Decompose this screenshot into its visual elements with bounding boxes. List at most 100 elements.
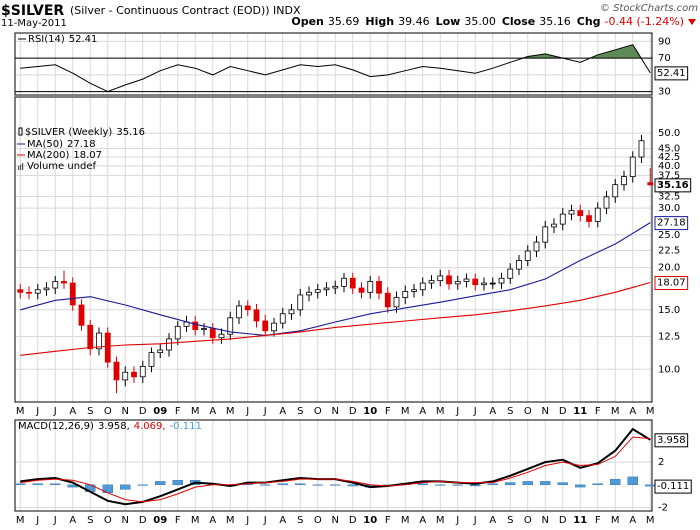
y-tick-label: 42.5: [658, 152, 680, 163]
y-tick-label: 70: [658, 53, 671, 64]
value-box: [654, 216, 689, 231]
x-tick-label: M: [436, 515, 445, 526]
candle-body: [367, 281, 374, 293]
candle-body: [498, 277, 505, 284]
y-tick-label: 22.5: [658, 245, 680, 256]
quote-label: Close: [502, 15, 535, 28]
y-tick-label: -2: [658, 503, 668, 514]
histogram-bar: [540, 481, 551, 486]
candle-body: [437, 275, 444, 282]
candle-body: [411, 289, 417, 292]
candle-body: [122, 371, 129, 381]
x-tick-label: J: [473, 406, 477, 417]
candle-body: [384, 292, 391, 308]
x-tick-label: N: [122, 515, 129, 526]
histogram-bar: [522, 481, 533, 486]
x-tick-label: A: [209, 515, 216, 526]
x-tick-label: F: [385, 515, 391, 526]
histogram-bar: [627, 476, 638, 486]
y-tick-label: 30: [658, 87, 671, 98]
x-tick-label: M: [16, 515, 25, 526]
candle-body: [78, 304, 85, 326]
x-tick-label: J: [455, 406, 459, 417]
x-tick-label: O: [104, 515, 112, 526]
x-tick-label: A: [419, 406, 426, 417]
x-tick-label: O: [524, 406, 532, 417]
candle-body: [454, 281, 461, 285]
candle-body: [533, 241, 540, 252]
histogram-bar: [260, 484, 271, 486]
x-tick-label: A: [209, 406, 216, 417]
x-tick-label: N: [542, 515, 549, 526]
candle-body: [568, 210, 575, 215]
x-tick-label: A: [419, 515, 426, 526]
candle-body: [218, 333, 225, 339]
x-tick-label: M: [646, 515, 655, 526]
candle-body: [314, 289, 321, 293]
x-tick-label: N: [332, 406, 339, 417]
candle-body: [288, 309, 295, 315]
candle-body: [131, 371, 137, 378]
x-tick-label: F: [175, 406, 181, 417]
y-tick-label: 15.0: [658, 305, 680, 316]
candle-body: [139, 365, 146, 378]
candle-body: [419, 282, 426, 291]
candle-body: [227, 317, 234, 335]
x-tick-label: M: [191, 406, 200, 417]
legend: MACD(12,26,9) 3.958, 4.069, -0.111: [18, 421, 202, 432]
histogram-bar: [487, 483, 498, 486]
value-box: [654, 178, 692, 193]
y-tick-label: 32.5: [658, 191, 680, 202]
histogram-bar: [575, 484, 586, 488]
x-tick-label: J: [473, 515, 477, 526]
copyright: © StockCharts.com: [600, 3, 698, 14]
x-tick-label: S: [297, 406, 303, 417]
candle-body: [472, 278, 479, 286]
x-tick-label: J: [245, 515, 249, 526]
legend: MA(200) 18.07: [27, 150, 102, 161]
x-tick-label: M: [16, 406, 25, 417]
x-tick-label: A: [629, 406, 636, 417]
histogram-bar: [610, 478, 621, 486]
candle-body: [629, 156, 636, 177]
candle-body: [262, 320, 269, 332]
candle-body: [271, 322, 277, 332]
x-tick-label: D: [559, 406, 567, 417]
candle-body: [174, 325, 181, 340]
legend: RSI(14) 52.41: [28, 34, 97, 45]
x-tick-label: D: [349, 515, 357, 526]
x-tick-label: M: [646, 406, 655, 417]
x-tick-label: N: [542, 406, 549, 417]
x-tick-label: O: [314, 406, 322, 417]
x-tick-label: N: [332, 515, 339, 526]
candle-body: [297, 294, 304, 311]
histogram-bar: [330, 484, 341, 486]
candle-body: [594, 207, 601, 222]
rsi-line: [20, 44, 651, 93]
x-tick-label: J: [53, 406, 57, 417]
x-tick-label: S: [507, 515, 513, 526]
legend-name: $SILVER (Weekly): [25, 127, 112, 138]
candle-body: [52, 281, 59, 289]
histogram-bar: [295, 483, 306, 486]
x-tick-label: S: [87, 406, 93, 417]
quote-label: Low: [436, 15, 461, 28]
y-tick-label: 50.0: [658, 128, 680, 139]
x-tick-label: J: [455, 515, 459, 526]
x-tick-label: 11: [573, 515, 587, 526]
candle-body: [402, 291, 409, 299]
x-tick-label: F: [595, 515, 601, 526]
value-box: [654, 275, 689, 290]
candle-body: [332, 285, 339, 289]
histogram-bar: [15, 483, 26, 486]
x-tick-label: D: [139, 515, 147, 526]
y-tick-label: 40.0: [658, 161, 680, 172]
x-tick-label: N: [122, 406, 129, 417]
x-tick-label: J: [245, 406, 249, 417]
quote: Open 35.69 High 39.46 Low 35.00 Close 35.16 Chg -…: [291, 15, 684, 28]
legend-value: 27.18: [67, 139, 96, 150]
x-tick-label: M: [191, 515, 200, 526]
legend-value: 4.069,: [134, 421, 166, 432]
price-panel: [14, 96, 653, 403]
candle-body: [17, 289, 24, 293]
